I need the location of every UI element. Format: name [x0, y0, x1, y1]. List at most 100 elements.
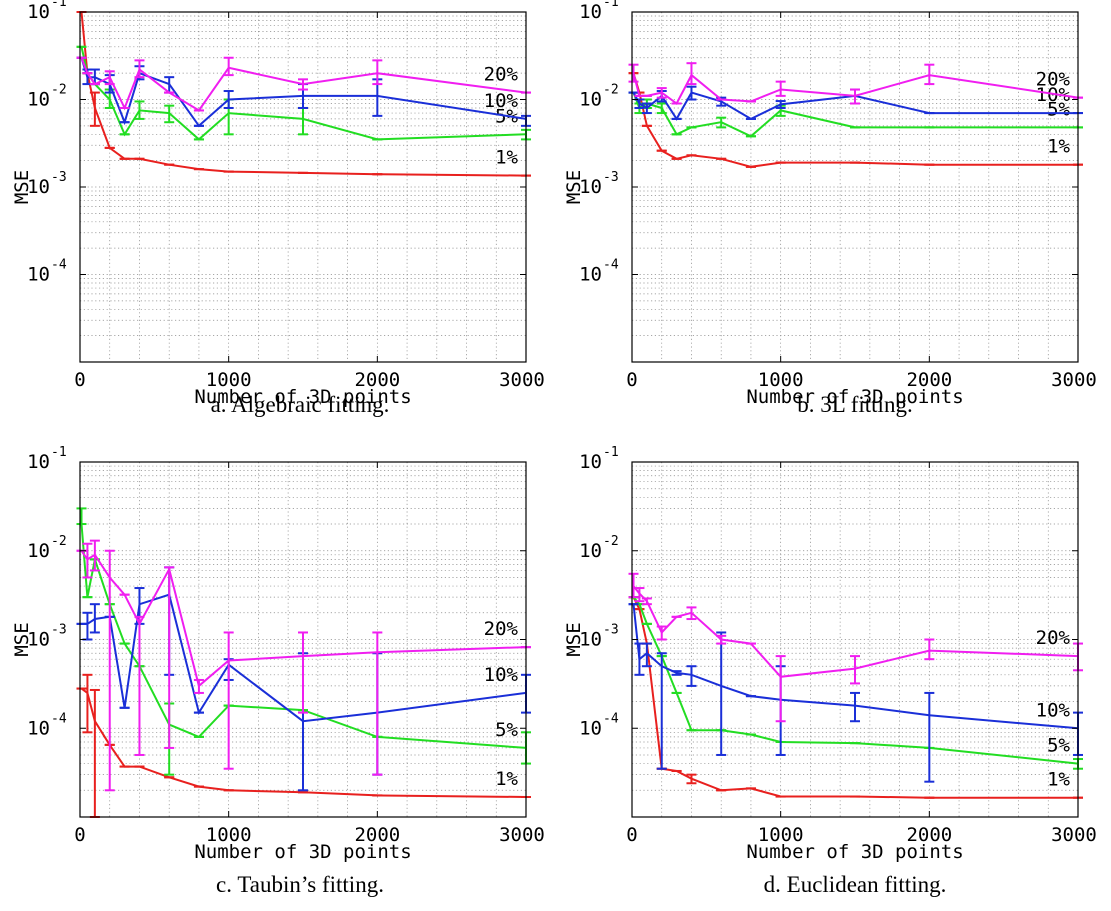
y-axis-label: MSE	[11, 170, 33, 204]
y-tick-label: 10	[27, 717, 50, 739]
series-label: 10%	[1036, 84, 1071, 106]
x-axis-label: Number of 3D points	[194, 841, 411, 863]
plot-frame	[79, 11, 527, 363]
y-tick-exponent: -1	[603, 0, 619, 10]
panel-caption: a. Algebraic fitting.	[211, 392, 390, 417]
series-label: 1%	[495, 768, 518, 790]
y-tick-exponent: -4	[51, 258, 67, 273]
series-label: 20%	[484, 618, 519, 640]
y-tick-exponent: -1	[603, 445, 619, 460]
y-tick-exponent: -3	[51, 623, 67, 638]
y-tick-label: 10	[579, 629, 602, 651]
series-1: 5%	[76, 507, 531, 776]
y-tick-exponent: -2	[603, 534, 619, 549]
y-tick-exponent: -2	[51, 534, 67, 549]
x-tick-label: 2000	[906, 369, 952, 391]
x-tick-label: 3000	[499, 369, 545, 391]
series-label: 20%	[1036, 627, 1071, 649]
x-tick-label: 0	[626, 369, 637, 391]
chart-panel-d: 1%5%10%20%10 -410 -310 -210 -10 1000 2000 3000N…	[563, 445, 1097, 897]
y-tick-label: 10	[579, 717, 602, 739]
y-tick-label: 10	[579, 176, 602, 198]
series-label: 20%	[484, 64, 519, 86]
x-tick-label: 3000	[1051, 369, 1097, 391]
y-axis-label: MSE	[563, 170, 585, 204]
series-line	[632, 72, 1078, 168]
series-line	[80, 687, 527, 798]
x-tick-label: 0	[626, 824, 637, 846]
x-tick-label: 1000	[206, 369, 252, 391]
y-tick-exponent: -1	[51, 445, 67, 460]
series-3: 20%	[76, 539, 531, 792]
y-tick-label: 10	[27, 264, 50, 286]
series-label: 1%	[495, 147, 518, 169]
series-line	[632, 596, 1078, 799]
y-tick-label: 10	[27, 540, 50, 562]
y-axis-label: MSE	[563, 622, 585, 656]
series-line	[632, 596, 1079, 765]
x-tick-label: 1000	[206, 824, 252, 846]
grid	[632, 12, 1078, 362]
series-line	[80, 57, 527, 112]
chart-panel-b: 1%5%10%20%10 -410 -310 -210 -10 1000 2000 3000N…	[563, 0, 1097, 417]
series-line	[80, 523, 527, 749]
y-tick-exponent: -3	[603, 623, 619, 638]
series-label: 5%	[1047, 735, 1070, 757]
series-1: 5%	[628, 596, 1083, 770]
x-tick-label: 3000	[499, 824, 545, 846]
y-tick-label: 10	[27, 629, 50, 651]
series-line	[632, 91, 1078, 121]
series-line	[80, 550, 527, 688]
series-line	[632, 585, 1079, 678]
y-tick-label: 10	[27, 176, 50, 198]
series-label: 20%	[1036, 69, 1071, 91]
series-line	[81, 593, 527, 723]
y-tick-exponent: -2	[603, 83, 619, 98]
y-tick-exponent: -4	[51, 711, 67, 726]
panel-caption: d. Euclidean fitting.	[764, 872, 947, 897]
x-tick-label: 2000	[906, 824, 952, 846]
y-tick-exponent: -4	[603, 711, 619, 726]
y-tick-exponent: -3	[51, 170, 67, 185]
series-line	[80, 57, 527, 128]
y-axis-label: MSE	[11, 622, 33, 656]
series-0: 1%	[76, 11, 531, 177]
series-3: 20%	[76, 56, 531, 112]
y-tick-label: 10	[27, 89, 50, 111]
x-axis-label: Number of 3D points	[746, 386, 963, 408]
x-axis-label: Number of 3D points	[194, 386, 411, 408]
series-label: 10%	[1036, 699, 1071, 721]
panel-caption: b. 3L fitting.	[797, 392, 912, 417]
grid	[80, 12, 526, 362]
x-tick-label: 0	[74, 369, 85, 391]
y-tick-label: 10	[27, 451, 50, 473]
chart-panel-a: 1%5%10%20%10 -410 -310 -210 -10 1000 2000 3000N…	[11, 0, 545, 417]
x-axis-label: Number of 3D points	[746, 841, 963, 863]
series-label: 5%	[1047, 98, 1070, 120]
series-line	[632, 604, 1079, 730]
series-label: 1%	[1047, 136, 1070, 158]
plot-frame	[631, 11, 1079, 363]
y-tick-label: 10	[579, 451, 602, 473]
x-tick-label: 1000	[758, 369, 804, 391]
y-tick-exponent: -4	[603, 258, 619, 273]
y-tick-label: 10	[579, 540, 602, 562]
x-tick-label: 2000	[354, 369, 400, 391]
chart-panel-c: 1%5%10%20%10 -410 -310 -210 -10 1000 2000 3000N…	[11, 445, 545, 897]
x-tick-label: 3000	[1051, 824, 1097, 846]
series-3: 20%	[628, 62, 1083, 105]
y-tick-exponent: -1	[51, 0, 67, 10]
y-tick-exponent: -3	[603, 170, 619, 185]
series-label: 10%	[484, 90, 519, 112]
y-tick-exponent: -2	[51, 83, 67, 98]
grid	[632, 462, 1078, 817]
y-tick-label: 10	[579, 264, 602, 286]
x-tick-label: 1000	[758, 824, 804, 846]
x-tick-label: 2000	[354, 824, 400, 846]
y-tick-label: 10	[579, 1, 602, 23]
x-tick-label: 0	[74, 824, 85, 846]
y-tick-label: 10	[27, 1, 50, 23]
series-label: 5%	[495, 719, 518, 741]
series-line	[80, 11, 527, 177]
